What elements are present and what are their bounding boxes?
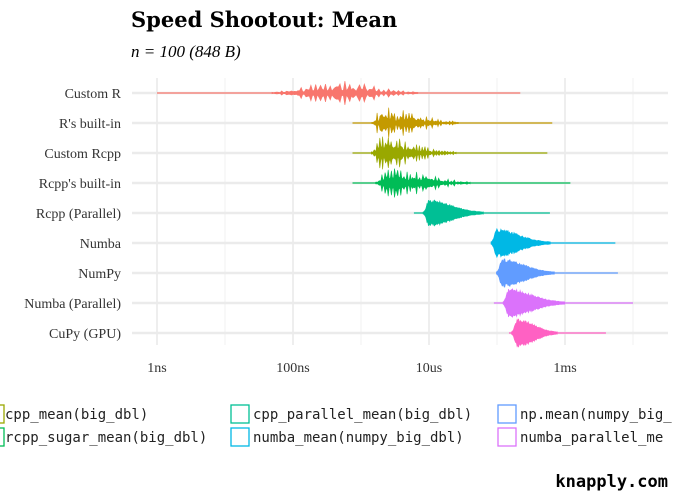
- category-label: R's built-in: [59, 117, 121, 132]
- legend-swatch: [497, 427, 517, 447]
- violin-body: [370, 107, 459, 139]
- category-label: Numba (Parallel): [24, 297, 121, 312]
- legend: cpp_mean(big_dbl) cpp_parallel_mean(big_d…: [0, 404, 672, 447]
- legend-item: cpp_mean(big_dbl): [0, 404, 148, 424]
- x-tick-label: 10us: [416, 361, 442, 376]
- violin-numba-parallel-: [493, 288, 633, 318]
- violin-body: [370, 136, 457, 170]
- violins: [157, 80, 633, 348]
- violin-body: [375, 168, 471, 198]
- violin-custom-r: [157, 80, 521, 106]
- category-label: Custom Rcpp: [44, 147, 121, 162]
- legend-swatch: [0, 404, 5, 424]
- x-tick-label: 1ms: [553, 361, 576, 376]
- violin-numba: [490, 227, 616, 259]
- legend-label: cpp_parallel_mean(big_dbl): [253, 407, 472, 423]
- violin-body: [496, 258, 555, 288]
- violin-body: [511, 318, 558, 348]
- legend-item: np.mean(numpy_big_: [497, 404, 672, 424]
- x-tick-labels: 1ns 100ns 10us 1ms: [147, 361, 576, 376]
- legend-item: numba_parallel_me: [497, 427, 663, 447]
- violin-r-s-built-in: [352, 107, 553, 139]
- category-label: NumPy: [78, 267, 121, 282]
- category-label: Numba: [80, 237, 122, 252]
- x-tick-label: 100ns: [276, 361, 309, 376]
- category-label: CuPy (GPU): [49, 327, 121, 342]
- violin-numpy: [496, 258, 618, 288]
- category-label: Custom R: [65, 87, 122, 102]
- legend-label: cpp_mean(big_dbl): [5, 407, 148, 423]
- legend-swatch: [230, 427, 250, 447]
- legend-label: numba_mean(numpy_big_dbl): [253, 430, 464, 446]
- legend-swatch: [0, 427, 5, 447]
- violin-body: [422, 199, 484, 227]
- violin-body: [502, 288, 566, 318]
- legend-label: rcpp_sugar_mean(big_dbl): [5, 430, 207, 446]
- legend-swatch: [497, 404, 517, 424]
- category-label: Rcpp's built-in: [39, 177, 121, 192]
- legend-item: cpp_parallel_mean(big_dbl): [230, 404, 472, 424]
- chart-subtitle: n = 100 (848 B): [131, 42, 241, 61]
- violin-rcpp-parallel-: [413, 199, 550, 227]
- brand-watermark: knapply.com: [555, 472, 668, 492]
- legend-label: np.mean(numpy_big_: [520, 407, 672, 423]
- x-tick-label: 1ns: [147, 361, 166, 376]
- legend-item: numba_mean(numpy_big_dbl): [230, 427, 464, 447]
- violin-cupy-gpu-: [508, 318, 606, 348]
- violin-body: [271, 80, 419, 106]
- legend-swatch: [230, 404, 250, 424]
- violin-body: [490, 227, 551, 259]
- legend-item: rcpp_sugar_mean(big_dbl): [0, 427, 207, 447]
- chart-title: Speed Shootout: Mean: [131, 7, 397, 32]
- category-labels: Custom R R's built-in Custom Rcpp Rcpp's bu…: [24, 87, 122, 342]
- violin-rcpp-s-built-in: [352, 168, 571, 198]
- violin-custom-rcpp: [352, 136, 548, 170]
- legend-label: numba_parallel_me: [520, 430, 663, 446]
- category-label: Rcpp (Parallel): [36, 207, 121, 222]
